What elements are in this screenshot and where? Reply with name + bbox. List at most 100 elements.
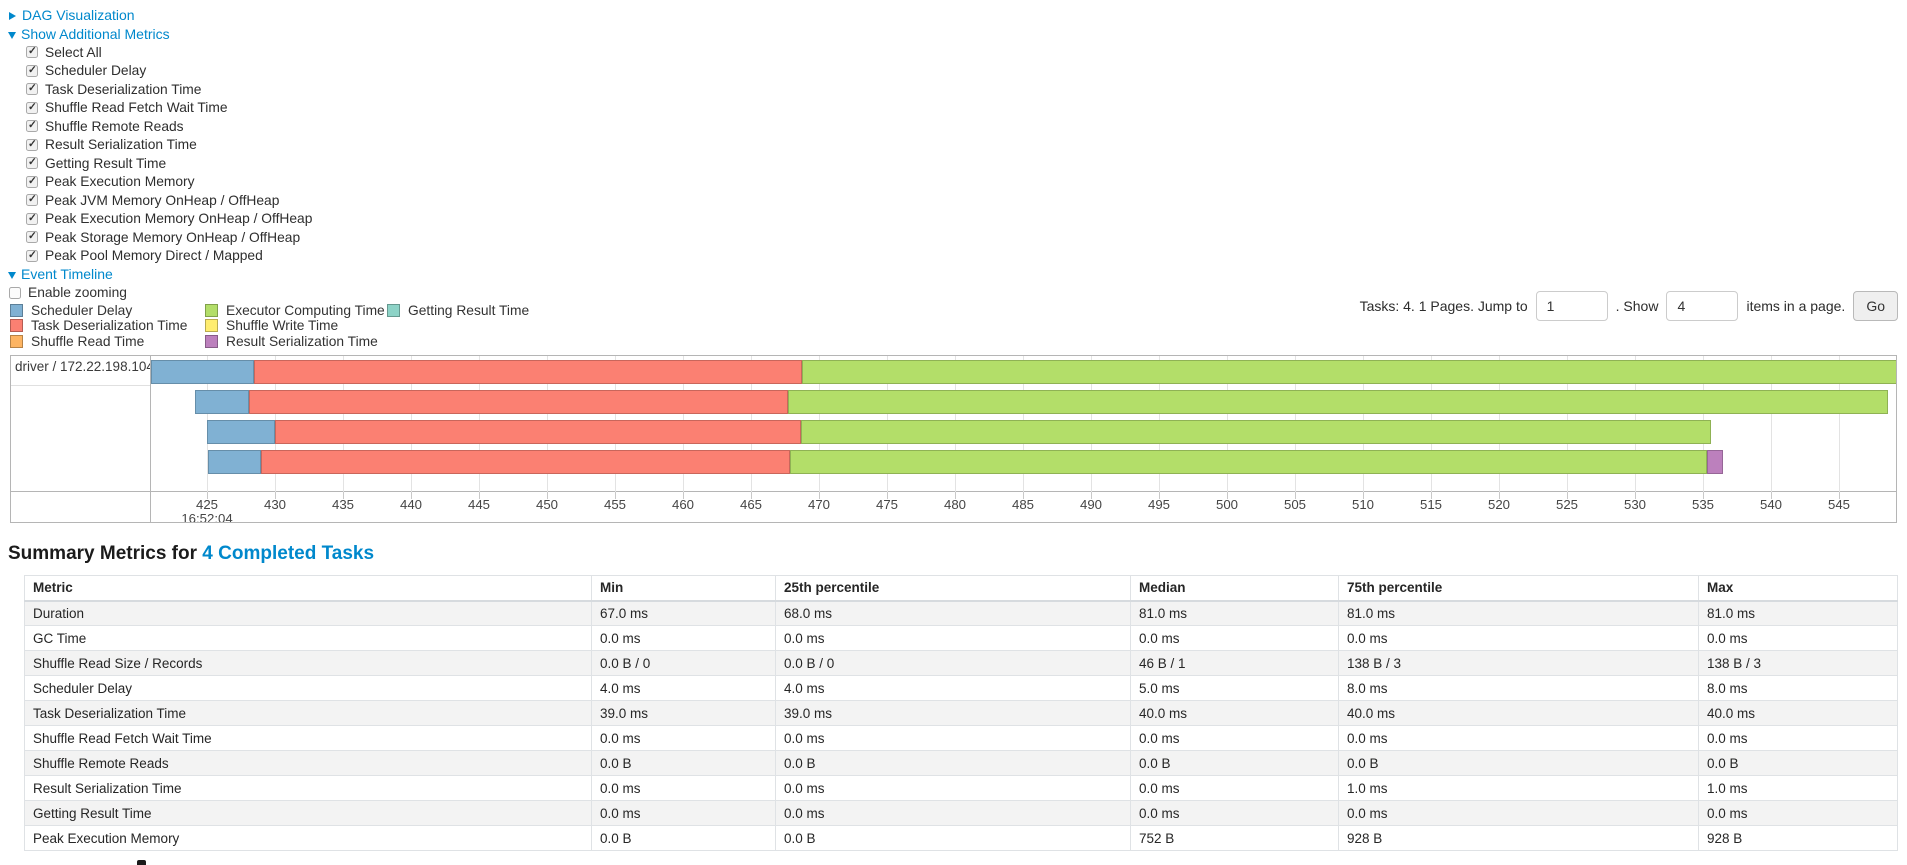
dag-visualization-toggle[interactable]: DAG Visualization bbox=[8, 7, 135, 23]
column-header-max: Max bbox=[1698, 575, 1898, 602]
metric-checkbox-task-deserialization-time[interactable] bbox=[26, 82, 38, 96]
task-3-task-deserialization-bar[interactable] bbox=[261, 450, 790, 474]
event-timeline-toggle[interactable]: Event Timeline bbox=[8, 266, 113, 282]
table-cell: 0.0 ms bbox=[1338, 800, 1699, 826]
table-cell: 39.0 ms bbox=[591, 700, 776, 726]
task-2-task-deserialization-bar[interactable] bbox=[275, 420, 801, 444]
table-cell: 8.0 ms bbox=[1338, 675, 1699, 701]
table-cell: 68.0 ms bbox=[775, 600, 1131, 626]
table-cell: 0.0 ms bbox=[591, 625, 776, 651]
metric-checkbox-peak-execution-memory-onheap-offheap[interactable] bbox=[26, 212, 38, 225]
axis-time-label: 16:52:04 bbox=[181, 511, 233, 522]
table-cell: 40.0 ms bbox=[1130, 700, 1339, 726]
table-cell: Shuffle Read Size / Records bbox=[24, 650, 592, 676]
tick-mark bbox=[411, 492, 412, 499]
table-cell: 0.0 B bbox=[591, 825, 776, 851]
pagination-summary-text: Tasks: 4. 1 Pages. Jump to bbox=[1359, 298, 1528, 314]
dag-visualization-label: DAG Visualization bbox=[22, 7, 135, 24]
metric-checkbox-label: Peak JVM Memory OnHeap / OffHeap bbox=[45, 192, 280, 208]
timeline-legend: Scheduler Delay Task Deserialization Time… bbox=[10, 303, 529, 349]
axis-tick-label: 525 bbox=[1555, 497, 1578, 512]
task-3-scheduler-delay-bar[interactable] bbox=[208, 450, 261, 474]
go-button[interactable]: Go bbox=[1853, 291, 1898, 321]
metric-checkbox-select-all[interactable] bbox=[26, 45, 38, 59]
task-pagination: Tasks: 4. 1 Pages. Jump to . Show items … bbox=[1360, 291, 1898, 321]
table-row: Shuffle Read Fetch Wait Time 0.0 ms 0.0 ms… bbox=[24, 725, 1898, 751]
axis-tick-label: 490 bbox=[1079, 497, 1102, 512]
tick-mark bbox=[343, 492, 344, 499]
event-timeline-chart: driver / 172.22.198.104 425 430 435 440 445 4… bbox=[10, 355, 1897, 523]
jump-to-page-input[interactable] bbox=[1535, 291, 1608, 321]
metric-checkbox-peak-storage-memory-onheap-offheap[interactable] bbox=[26, 230, 38, 244]
tick-mark bbox=[1159, 492, 1160, 499]
task-2-executor-computing-bar[interactable] bbox=[801, 420, 1711, 444]
task-1-scheduler-delay-bar[interactable] bbox=[195, 390, 249, 414]
metric-checkbox-scheduler-delay[interactable] bbox=[26, 64, 38, 77]
items-per-page-input[interactable] bbox=[1666, 291, 1739, 321]
enable-zooming-checkbox[interactable] bbox=[9, 286, 21, 299]
axis-tick-label: 445 bbox=[467, 497, 490, 512]
task-1-task-deserialization-bar[interactable] bbox=[249, 390, 788, 414]
legend-item: Getting Result Time bbox=[387, 303, 529, 318]
metric-checkbox-shuffle-remote-reads[interactable] bbox=[26, 119, 38, 133]
show-additional-metrics-toggle[interactable]: Show Additional Metrics bbox=[8, 26, 170, 42]
table-cell: 81.0 ms bbox=[1338, 600, 1699, 626]
legend-item: Executor Computing Time bbox=[205, 303, 387, 318]
metric-checkbox-label: Select All bbox=[45, 44, 102, 60]
task-3-executor-computing-bar[interactable] bbox=[790, 450, 1707, 474]
metric-checkbox-label: Peak Execution Memory OnHeap / OffHeap bbox=[45, 211, 313, 227]
table-cell: 0.0 ms bbox=[775, 775, 1131, 801]
task-1-executor-computing-bar[interactable] bbox=[788, 390, 1888, 414]
tick-mark bbox=[955, 492, 956, 499]
table-cell: 0.0 B bbox=[775, 825, 1131, 851]
task-0-executor-computing-bar[interactable] bbox=[802, 360, 1896, 384]
metric-checkbox-row: Getting Result Time bbox=[8, 154, 312, 173]
tick-mark bbox=[275, 492, 276, 499]
table-header-row: Metric Min 25th percentile Median 75th perce… bbox=[24, 575, 1898, 602]
metric-checkbox-peak-jvm-memory-onheap-offheap[interactable] bbox=[26, 193, 38, 207]
table-cell: 81.0 ms bbox=[1130, 600, 1339, 626]
tick-mark bbox=[819, 492, 820, 499]
axis-tick-label: 430 bbox=[263, 497, 286, 512]
tick-mark bbox=[615, 492, 616, 499]
table-cell: 0.0 ms bbox=[1130, 725, 1339, 751]
metric-checkbox-shuffle-read-fetch-wait-time[interactable] bbox=[26, 101, 38, 114]
task-3-result-serialization-bar[interactable] bbox=[1707, 450, 1723, 474]
metric-checkbox-getting-result-time[interactable] bbox=[26, 156, 38, 170]
axis-tick-label: 550 bbox=[1885, 497, 1897, 512]
tick-mark bbox=[887, 492, 888, 499]
table-row: Task Deserialization Time 39.0 ms 39.0 ms 4… bbox=[24, 700, 1898, 726]
table-cell: 40.0 ms bbox=[1338, 700, 1699, 726]
metric-checkbox-peak-execution-memory[interactable] bbox=[26, 175, 38, 188]
caret-down-icon bbox=[8, 272, 16, 280]
table-row: Scheduler Delay 4.0 ms 4.0 ms 5.0 ms 8.0 ms 8… bbox=[24, 675, 1898, 701]
legend-column: Executor Computing Time Shuffle Write Tim… bbox=[205, 303, 387, 349]
tick-mark bbox=[1363, 492, 1364, 499]
legend-label: Executor Computing Time bbox=[226, 303, 385, 319]
enable-zooming-label: Enable zooming bbox=[28, 285, 127, 301]
table-cell: 46 B / 1 bbox=[1130, 650, 1339, 676]
task-0-task-deserialization-bar[interactable] bbox=[254, 360, 802, 384]
tick-mark bbox=[1635, 492, 1636, 499]
metric-checkbox-result-serialization-time[interactable] bbox=[26, 138, 38, 151]
metric-checkbox-row: Peak Pool Memory Direct / Mapped bbox=[8, 247, 312, 266]
metric-checkbox-peak-pool-memory-direct-mapped[interactable] bbox=[26, 249, 38, 262]
metric-checkbox-row: Peak Execution Memory OnHeap / OffHeap bbox=[8, 210, 312, 229]
legend-label: Shuffle Write Time bbox=[226, 318, 339, 334]
axis-tick-label: 465 bbox=[739, 497, 762, 512]
gridline bbox=[1771, 356, 1772, 492]
column-header-median: Median bbox=[1130, 575, 1339, 602]
legend-label: Scheduler Delay bbox=[31, 303, 133, 319]
table-cell: 40.0 ms bbox=[1698, 700, 1898, 726]
table-cell: 81.0 ms bbox=[1698, 600, 1898, 626]
table-cell: 0.0 B bbox=[1338, 750, 1699, 776]
table-cell: Duration bbox=[24, 600, 592, 626]
completed-tasks-link[interactable]: 4 Completed Tasks bbox=[202, 543, 375, 564]
task-2-scheduler-delay-bar[interactable] bbox=[207, 420, 275, 444]
table-cell: 928 B bbox=[1338, 825, 1699, 851]
pagination-suffix-text: items in a page. bbox=[1746, 298, 1846, 314]
metric-checkbox-row: Peak JVM Memory OnHeap / OffHeap bbox=[8, 191, 312, 210]
table-cell: Shuffle Read Fetch Wait Time bbox=[24, 725, 592, 751]
legend-column: Scheduler Delay Task Deserialization Time… bbox=[10, 303, 205, 349]
task-0-scheduler-delay-bar[interactable] bbox=[151, 360, 254, 384]
